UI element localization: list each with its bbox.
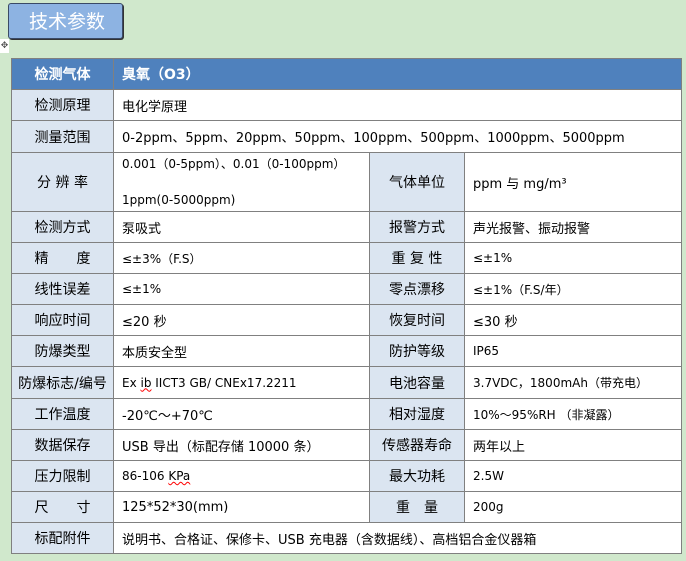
row-value-line: 1ppm(0-5000ppm) — [122, 193, 236, 207]
row-value: 说明书、合格证、保修卡、USB 充电器（含数据线）、高档铝合金仪器箱 — [112, 522, 683, 554]
row-value: Ex ib IICT3 GB/ CNEx17.2211 — [113, 366, 370, 399]
row-label: 传感器寿命 — [369, 429, 465, 461]
row-value-part: IICT3 GB/ CNEx17.2211 — [151, 375, 297, 390]
row-label: 检测方式 — [11, 211, 114, 243]
table-row: 防爆标志/编号 Ex ib IICT3 GB/ CNEx17.2211 电池容量… — [11, 366, 683, 399]
table-row: 响应时间 ≤20 秒 恢复时间 ≤30 秒 — [11, 304, 683, 336]
row-value: 0.001（0-5ppm）、0.01（0-100ppm） 1ppm(0-5000p… — [113, 152, 370, 212]
row-value: 125*52*30(mm) — [113, 491, 370, 523]
row-label: 恢复时间 — [369, 304, 465, 336]
row-value: 本质安全型 — [113, 335, 370, 367]
row-value-part: 86-106 — [122, 469, 169, 483]
row-value: USB 导出（标配存储 10000 条） — [113, 429, 370, 461]
row-label: 数据保存 — [11, 429, 114, 461]
row-value: ≤±1% — [463, 242, 683, 274]
row-label: 分 辨 率 — [11, 152, 114, 212]
row-label: 重 复 性 — [369, 242, 465, 274]
row-label: 相对湿度 — [369, 398, 465, 430]
table-row: 检测原理 电化学原理 — [11, 89, 683, 121]
header-value: 臭氧（O3） — [112, 58, 683, 90]
row-value: 声光报警、振动报警 — [463, 211, 683, 243]
spec-table: 检测气体 臭氧（O3） 检测原理 电化学原理 测量范围 0-2ppm、5ppm、… — [11, 58, 683, 554]
row-label: 工作温度 — [11, 398, 114, 430]
table-header-row: 检测气体 臭氧（O3） — [11, 58, 683, 90]
table-row: 防爆类型 本质安全型 防护等级 IP65 — [11, 335, 683, 367]
row-value-part: KPa — [168, 469, 191, 483]
row-value: 3.7VDC，1800mAh（带充电） — [463, 366, 683, 399]
table-row: 尺 寸 125*52*30(mm) 重 量 200g — [11, 491, 683, 523]
row-label: 重 量 — [369, 491, 465, 523]
row-value: IP65 — [463, 335, 683, 367]
section-title-banner: 技术参数 — [8, 3, 123, 39]
row-value-part: ib — [140, 375, 152, 390]
row-value-line: 0.001（0-5ppm）、0.01（0-100ppm） — [122, 157, 346, 171]
table-row: 精 度 ≤±3%（F.S） 重 复 性 ≤±1% — [11, 242, 683, 274]
row-value: 电化学原理 — [112, 89, 683, 121]
table-row: 分 辨 率 0.001（0-5ppm）、0.01（0-100ppm） 1ppm(0… — [11, 152, 683, 212]
row-label: 防爆标志/编号 — [11, 366, 114, 399]
row-label: 防爆类型 — [11, 335, 114, 367]
row-label: 气体单位 — [369, 152, 465, 212]
row-value: ppm 与 mg/m³ — [463, 152, 683, 212]
move-handle-icon[interactable]: ✥ — [0, 39, 9, 53]
row-label: 响应时间 — [11, 304, 114, 336]
row-label: 压力限制 — [11, 460, 114, 492]
table-row: 压力限制 86-106 KPa 最大功耗 2.5W — [11, 460, 683, 492]
section-title: 技术参数 — [29, 11, 106, 33]
row-value: 10%～95%RH （非凝露） — [463, 398, 683, 430]
row-label: 精 度 — [11, 242, 114, 274]
row-value: ≤±1%（F.S/年） — [463, 273, 683, 305]
row-label: 尺 寸 — [11, 491, 114, 523]
row-label: 防护等级 — [369, 335, 465, 367]
row-label: 零点漂移 — [369, 273, 465, 305]
row-value: -20℃～+70℃ — [113, 398, 370, 430]
row-label: 线性误差 — [11, 273, 114, 305]
table-row: 工作温度 -20℃～+70℃ 相对湿度 10%～95%RH （非凝露） — [11, 398, 683, 430]
row-label: 检测原理 — [11, 89, 114, 121]
row-label: 最大功耗 — [369, 460, 465, 492]
row-value: ≤±3%（F.S） — [113, 242, 370, 274]
table-row: 标配附件 说明书、合格证、保修卡、USB 充电器（含数据线）、高档铝合金仪器箱 — [11, 522, 683, 554]
row-value: 2.5W — [463, 460, 683, 492]
row-value: ≤±1% — [113, 273, 370, 305]
row-value: 200g — [463, 491, 683, 523]
row-label: 报警方式 — [369, 211, 465, 243]
table-row: 检测方式 泵吸式 报警方式 声光报警、振动报警 — [11, 211, 683, 243]
table-row: 测量范围 0-2ppm、5ppm、20ppm、50ppm、100ppm、500p… — [11, 120, 683, 153]
row-value-part: Ex — [122, 375, 141, 390]
row-label: 测量范围 — [11, 120, 114, 153]
table-row: 数据保存 USB 导出（标配存储 10000 条） 传感器寿命 两年以上 — [11, 429, 683, 461]
table-row: 线性误差 ≤±1% 零点漂移 ≤±1%（F.S/年） — [11, 273, 683, 305]
row-label: 电池容量 — [369, 366, 465, 399]
row-value: ≤30 秒 — [463, 304, 683, 336]
row-label: 标配附件 — [11, 522, 114, 554]
row-value: 两年以上 — [463, 429, 683, 461]
row-value: ≤20 秒 — [113, 304, 370, 336]
row-value: 86-106 KPa — [113, 460, 370, 492]
row-value: 0-2ppm、5ppm、20ppm、50ppm、100ppm、500ppm、10… — [112, 120, 683, 153]
row-value: 泵吸式 — [113, 211, 370, 243]
header-label: 检测气体 — [11, 58, 114, 90]
